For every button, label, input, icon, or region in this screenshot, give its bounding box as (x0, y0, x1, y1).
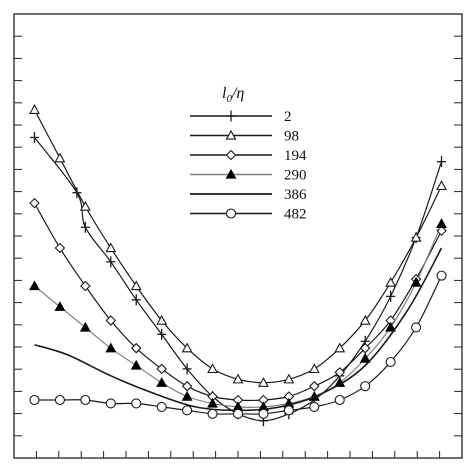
series-line-194 (33, 202, 443, 402)
legend-item-290: 290 (190, 168, 307, 184)
data-point-194-2 (80, 280, 91, 292)
data-point-98-12 (334, 342, 346, 353)
data-point-98-1 (54, 152, 66, 163)
data-point-98-16 (436, 180, 447, 190)
data-point-482-16 (436, 270, 447, 281)
data-point-482-10 (283, 405, 294, 416)
data-point-290-7 (207, 397, 218, 408)
data-point-482-3 (105, 398, 116, 409)
data-point-290-15 (410, 276, 422, 287)
data-point-98-4 (130, 280, 142, 291)
series-482 (29, 270, 447, 419)
legend-label: 482 (284, 207, 307, 223)
legend-marker (225, 168, 237, 179)
data-point-98-15 (410, 232, 422, 242)
legend-item-386: 386 (190, 187, 307, 203)
data-point-482-8 (232, 408, 244, 419)
legend-marker (226, 110, 236, 122)
legend-title: l0/η (222, 85, 244, 105)
data-point-482-0 (29, 394, 40, 406)
legend-item-2: 2 (190, 109, 292, 125)
data-point-482-2 (80, 394, 91, 406)
data-point-482-9 (258, 408, 269, 419)
data-point-98-6 (181, 342, 193, 353)
data-point-290-1 (54, 301, 66, 311)
data-point-482-11 (309, 401, 320, 412)
data-point-194-13 (359, 342, 371, 354)
data-point-194-6 (181, 380, 193, 392)
legend-marker (225, 129, 237, 140)
legend-label: 98 (284, 129, 299, 145)
legend-item-194: 194 (190, 148, 307, 164)
data-point-482-12 (334, 394, 345, 406)
legend-marker (225, 149, 237, 161)
data-point-290-13 (359, 352, 371, 363)
data-point-482-15 (411, 322, 422, 333)
data-point-98-8 (232, 373, 244, 384)
data-point-98-11 (308, 363, 320, 374)
data-point-194-5 (156, 363, 167, 375)
series-layer (29, 104, 447, 427)
series-line-386 (34, 247, 443, 412)
data-point-98-5 (156, 314, 168, 325)
legend-label: 290 (284, 168, 307, 184)
data-point-290-0 (29, 280, 40, 291)
data-point-482-6 (182, 405, 193, 416)
series-98 (29, 104, 447, 387)
series-386 (34, 247, 443, 412)
data-point-2-2 (80, 221, 90, 233)
data-point-2-3 (106, 256, 116, 268)
data-point-98-14 (385, 276, 397, 287)
series-line-482 (34, 275, 443, 415)
data-point-2-6 (182, 363, 192, 375)
data-point-98-9 (258, 377, 269, 387)
data-point-290-5 (156, 377, 168, 387)
data-point-2-0 (29, 131, 39, 143)
legend: l0/η 2 98 194 290 386 482 (190, 85, 307, 223)
data-point-290-14 (385, 321, 397, 332)
data-point-98-2 (79, 200, 91, 211)
data-point-2-1 (72, 187, 82, 199)
data-point-194-3 (105, 315, 117, 326)
data-point-290-4 (130, 359, 142, 370)
data-point-194-12 (334, 367, 346, 378)
data-point-482-13 (360, 381, 371, 392)
data-point-2-5 (157, 328, 167, 340)
data-point-482-14 (385, 356, 396, 368)
data-point-98-13 (359, 314, 371, 325)
data-point-290-3 (105, 342, 117, 353)
data-point-98-0 (29, 104, 40, 114)
series-194 (29, 197, 447, 406)
axis-ticks (13, 13, 463, 459)
data-point-482-1 (54, 394, 65, 406)
data-point-482-7 (207, 408, 218, 419)
data-point-194-1 (54, 242, 66, 254)
data-point-290-6 (181, 390, 193, 401)
data-point-194-4 (130, 342, 142, 354)
data-point-98-7 (207, 363, 218, 374)
data-point-290-2 (79, 321, 91, 332)
data-point-290-16 (436, 218, 447, 228)
data-point-2-16 (437, 156, 447, 168)
data-point-2-4 (131, 294, 141, 306)
legend-item-482: 482 (190, 207, 307, 223)
legend-marker (225, 208, 237, 219)
data-point-194-0 (29, 197, 40, 209)
legend-label: 194 (284, 148, 307, 164)
legend-label: 2 (284, 109, 292, 125)
data-point-482-4 (131, 398, 142, 409)
data-point-194-11 (309, 380, 320, 392)
plot-frame (13, 13, 463, 459)
legend-label: 386 (284, 187, 307, 203)
data-point-482-5 (156, 401, 167, 412)
data-point-98-3 (105, 242, 117, 253)
data-point-98-10 (283, 373, 295, 384)
data-point-2-14 (386, 290, 396, 302)
legend-item-98: 98 (190, 129, 299, 145)
